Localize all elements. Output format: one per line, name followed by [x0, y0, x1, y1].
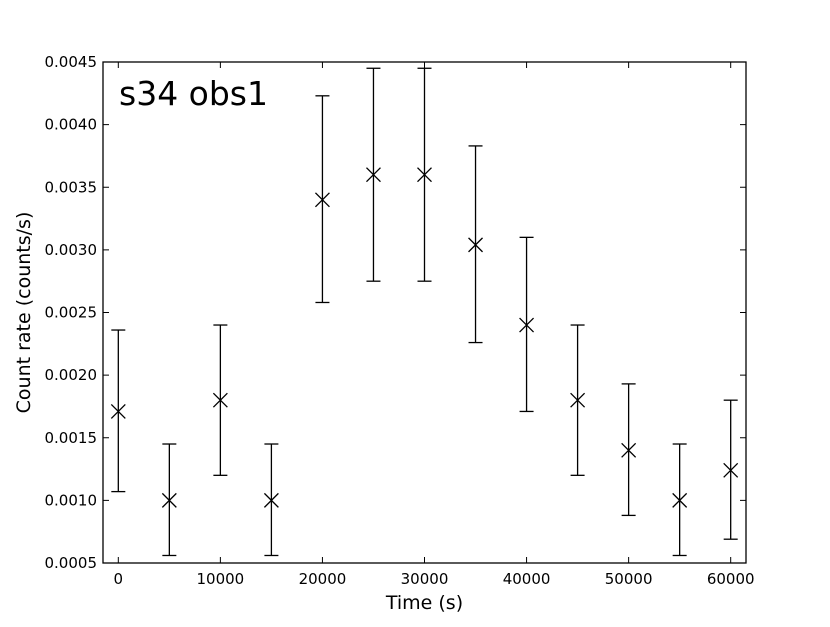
y-tick-label: 0.0020 — [45, 366, 98, 384]
y-tick-label: 0.0045 — [45, 53, 98, 71]
x-marker — [417, 167, 432, 183]
data-point — [417, 67, 432, 282]
x-tick-label: 50000 — [605, 570, 653, 588]
x-marker — [263, 492, 279, 508]
data-point — [161, 443, 177, 557]
data-point — [519, 236, 535, 413]
x-marker — [621, 442, 637, 458]
y-tick-label: 0.0010 — [45, 491, 98, 509]
x-tick-label: 0 — [114, 570, 124, 588]
data-point — [570, 324, 586, 476]
x-marker — [519, 317, 535, 333]
chart-annotation: s34 obs1 — [119, 74, 268, 113]
data-point — [263, 443, 279, 557]
ticks-layer: 0 10000 20000 30000 40000 50000 60000 0.0005 0.0… — [45, 53, 755, 588]
y-tick-label: 0.0030 — [45, 241, 98, 259]
x-tick-label: 40000 — [503, 570, 551, 588]
plot-frame — [102, 61, 747, 564]
x-marker — [314, 192, 330, 208]
x-marker — [723, 462, 739, 478]
x-axis-label: Time (s) — [385, 592, 463, 614]
y-tick-label: 0.0040 — [45, 116, 98, 134]
x-marker — [110, 403, 126, 419]
data-point — [621, 383, 637, 517]
data-layer — [110, 67, 739, 557]
x-marker — [468, 237, 483, 253]
y-tick-label: 0.0025 — [45, 304, 98, 322]
data-point — [672, 443, 688, 557]
y-tick-label: 0.0015 — [45, 429, 98, 447]
x-tick-label: 60000 — [707, 570, 755, 588]
x-marker — [212, 392, 228, 408]
data-point — [366, 67, 381, 282]
data-point — [110, 329, 126, 493]
x-marker — [161, 492, 177, 508]
data-point — [468, 145, 483, 344]
x-marker — [366, 167, 381, 183]
x-tick-label: 10000 — [197, 570, 245, 588]
y-tick-label: 0.0035 — [45, 178, 98, 196]
x-marker — [570, 392, 586, 408]
x-tick-label: 30000 — [401, 570, 449, 588]
data-point — [212, 324, 228, 476]
x-tick-label: 20000 — [299, 570, 347, 588]
data-point — [314, 95, 330, 304]
y-axis-label: Count rate (counts/s) — [13, 212, 35, 414]
x-marker — [672, 492, 688, 508]
data-point — [723, 399, 739, 540]
y-tick-label: 0.0005 — [45, 554, 98, 572]
